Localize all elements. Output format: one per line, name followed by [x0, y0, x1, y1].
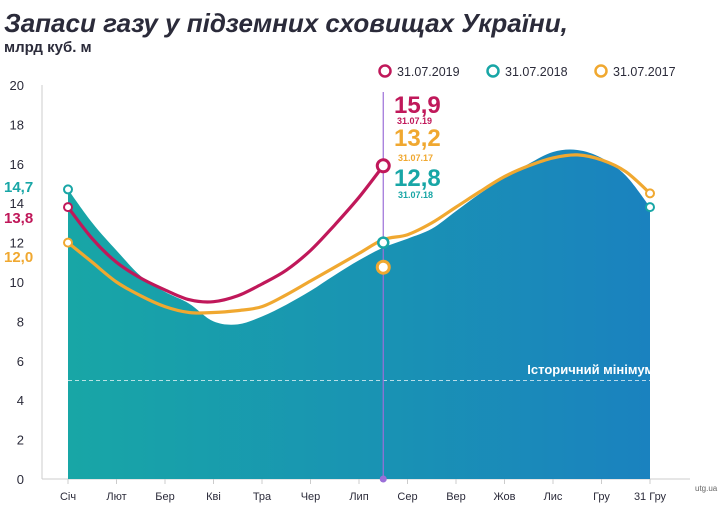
marker-2018-july: [377, 236, 390, 249]
x-tick-label: Січ: [60, 491, 76, 503]
source-label: utg.ua: [695, 484, 718, 493]
chart-title: Запаси газу у підземних сховищах України…: [4, 8, 568, 38]
x-tick-label: Лип: [349, 491, 368, 503]
series-line-2017: [66, 153, 652, 315]
end-label-2017: 13,2: [394, 125, 441, 152]
y-tick-label: 10: [10, 275, 24, 290]
value-labels: 14,7 13,8 12,0 15,9 31.07.19 13,2 31.07.…: [4, 92, 441, 266]
chart-subtitle: млрд куб. м: [4, 39, 92, 56]
start-label-2018: 14,7: [4, 179, 33, 196]
y-tick-label: 16: [10, 157, 24, 172]
y-tick-label: 6: [17, 354, 24, 369]
marker-2019-july: [375, 158, 391, 174]
x-tick-label: Лют: [106, 491, 126, 503]
legend-marker: [594, 64, 608, 78]
y-tick-label: 20: [10, 78, 24, 93]
marker-2017-end: [645, 188, 655, 199]
x-tick-label: Бер: [155, 491, 174, 503]
y-tick-label: 14: [10, 196, 24, 211]
legend-marker: [486, 64, 500, 78]
end-label-2019: 15,9: [394, 92, 441, 119]
x-tick-label: Сер: [397, 491, 417, 503]
legend: 31.07.2019 31.07.2018 31.07.2017: [378, 64, 676, 79]
x-tick-label: Тра: [253, 491, 272, 503]
y-tick-label: 4: [17, 393, 24, 408]
marker-2019-start: [63, 202, 73, 213]
end-date-2017: 31.07.17: [398, 153, 433, 163]
x-axis: Січ Лют Бер Кві Тра Чер Лип Сер Вер Жов Лис Гру 31 Г…: [42, 478, 690, 503]
series-area-2018: [68, 149, 650, 479]
end-date-2018: 31.07.18: [398, 190, 433, 200]
start-label-2019: 13,8: [4, 210, 33, 227]
legend-label: 31.07.2019: [397, 65, 460, 79]
y-tick-label: 12: [10, 236, 24, 251]
x-tick-label: Чер: [301, 491, 321, 503]
marker-2018-end: [645, 202, 655, 213]
y-tick-label: 0: [17, 472, 24, 487]
y-tick-label: 2: [17, 433, 24, 448]
y-tick-label: 8: [17, 314, 24, 329]
historical-minimum-label: Історичний мінімум: [527, 362, 654, 377]
series-markers: [63, 158, 655, 275]
y-axis: 0 2 4 6 8 10 12 14 16 18 20: [10, 78, 43, 487]
x-tick-label: 31 Гру: [634, 491, 667, 503]
y-tick-label: 18: [10, 117, 24, 132]
x-tick-label: Вер: [446, 491, 466, 503]
marker-2018-start: [63, 184, 73, 195]
marker-2017-july: [375, 259, 391, 275]
plot-area: Історичний мінімум: [63, 92, 655, 483]
end-date-2019: 31.07.19: [397, 116, 432, 126]
x-tick-label: Гру: [593, 491, 610, 503]
marker-2017-start: [63, 237, 73, 248]
legend-label: 31.07.2017: [613, 65, 676, 79]
july-marker-dot: [379, 475, 387, 483]
start-label-2017: 12,0: [4, 249, 33, 266]
x-tick-label: Жов: [494, 491, 516, 503]
end-label-2018: 12,8: [394, 165, 441, 192]
legend-marker: [378, 64, 392, 78]
x-tick-label: Кві: [206, 491, 221, 503]
legend-label: 31.07.2018: [505, 65, 568, 79]
x-tick-label: Лис: [544, 491, 563, 503]
series-line-2019: [66, 164, 385, 304]
